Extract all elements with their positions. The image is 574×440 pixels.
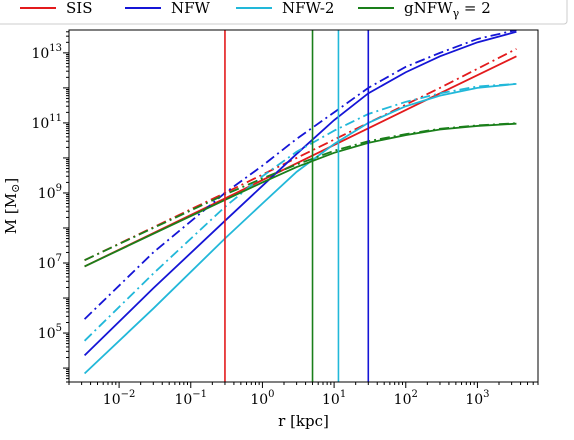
legend-label: NFW-2 [282,0,334,17]
series-line [83,30,517,320]
legend-entry: NFW-2 [236,0,334,17]
x-tick-label: 101 [322,389,346,408]
series-line [84,122,517,268]
svg-text:M [M⊙]: M [M⊙] [2,178,22,234]
x-tick-label: 103 [465,389,489,408]
y-tick-label: 109 [38,183,62,202]
series-line [83,30,517,357]
legend-label: SIS [66,0,92,17]
plot-frame [68,29,539,383]
legend-entry: NFW [125,0,211,17]
y-tick-label: 1013 [31,43,62,62]
y-axis-label: M [M⊙] [2,178,22,234]
series-line [83,83,517,342]
plot-lines [83,30,517,382]
series-line [83,83,517,375]
y-tick-label: 107 [38,253,62,272]
legend-entry: gNFWγ = 2 [358,0,491,20]
series-line [84,48,517,262]
x-tick-label: 10−1 [174,389,207,408]
legend-entry: SIS [20,0,92,17]
legend-frame [0,0,568,25]
y-tick-label: 1011 [31,113,62,132]
x-tick-label: 102 [394,389,418,408]
legend-label: gNFWγ = 2 [404,0,491,20]
x-axis-label: r [kpc] [278,412,329,430]
legend-label: NFW [171,0,211,17]
x-tick-label: 10−2 [103,389,136,408]
x-axis: 10−2 10−1 100 101 102 103 [68,382,539,408]
series-line [84,122,517,262]
legend: SIS NFW NFW-2 gNFWγ = 2 [0,0,568,25]
y-tick-label: 105 [38,323,62,342]
y-axis: 105 107 109 1011 1013 [31,31,69,383]
x-tick-label: 100 [250,389,274,408]
